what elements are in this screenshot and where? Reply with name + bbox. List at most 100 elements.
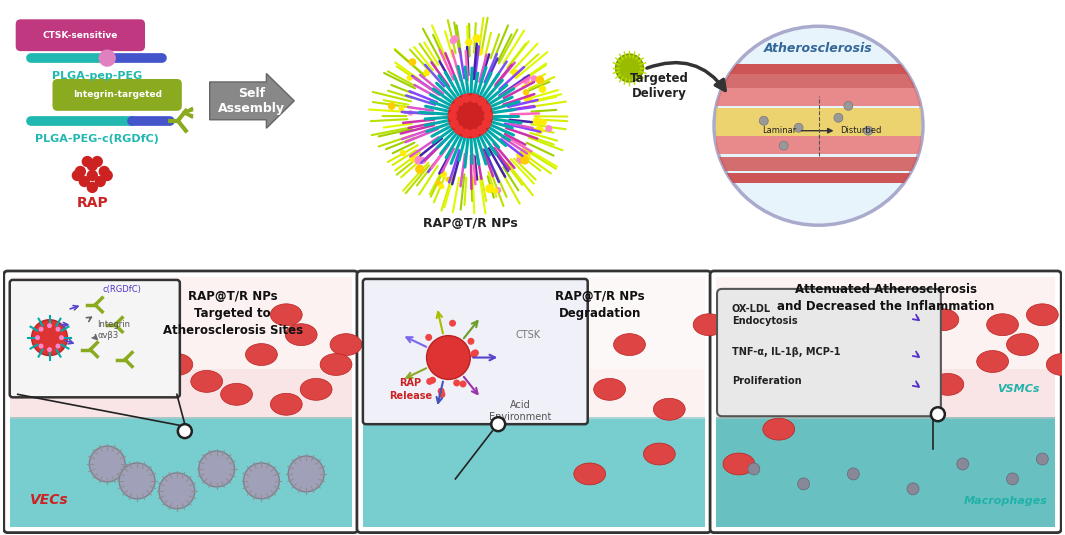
Ellipse shape [613, 334, 645, 356]
FancyBboxPatch shape [10, 280, 180, 398]
Text: Integrin
αvβ3: Integrin αvβ3 [97, 319, 130, 340]
Ellipse shape [1046, 354, 1065, 376]
Circle shape [424, 70, 429, 75]
FancyArrow shape [210, 73, 294, 128]
Circle shape [462, 129, 471, 137]
FancyBboxPatch shape [52, 79, 182, 111]
Circle shape [429, 377, 436, 384]
Circle shape [455, 126, 463, 134]
Circle shape [420, 158, 426, 163]
Bar [10, 277, 351, 370]
Circle shape [523, 77, 529, 83]
Circle shape [450, 104, 458, 112]
FancyArrowPatch shape [913, 315, 919, 320]
Ellipse shape [723, 366, 755, 388]
Bar [10, 417, 351, 526]
Bar [716, 173, 921, 184]
Circle shape [438, 388, 444, 395]
FancyArrowPatch shape [464, 377, 477, 394]
Ellipse shape [271, 304, 302, 326]
Circle shape [89, 446, 125, 482]
Circle shape [35, 335, 40, 340]
Circle shape [199, 451, 234, 487]
Circle shape [32, 320, 67, 356]
FancyBboxPatch shape [710, 271, 1061, 533]
Circle shape [521, 156, 528, 164]
Circle shape [448, 94, 492, 137]
Circle shape [495, 188, 501, 193]
Circle shape [99, 166, 110, 177]
Circle shape [475, 48, 482, 55]
Text: PLGA-pep-PEG: PLGA-pep-PEG [52, 71, 143, 81]
Text: Disturbed: Disturbed [840, 126, 882, 135]
Circle shape [525, 95, 531, 102]
Circle shape [759, 116, 768, 125]
Circle shape [449, 320, 456, 327]
FancyArrowPatch shape [407, 368, 426, 378]
Circle shape [450, 175, 455, 180]
Circle shape [76, 166, 85, 177]
Circle shape [87, 182, 97, 193]
Circle shape [956, 458, 969, 470]
Ellipse shape [285, 324, 317, 346]
FancyArrowPatch shape [437, 312, 443, 333]
FancyArrowPatch shape [913, 381, 919, 387]
Circle shape [415, 165, 424, 173]
Bar [716, 277, 1055, 419]
Ellipse shape [723, 453, 755, 475]
Text: CTSK-sensitive: CTSK-sensitive [43, 30, 118, 40]
Circle shape [794, 123, 803, 132]
Circle shape [524, 90, 528, 95]
Circle shape [546, 126, 552, 132]
Text: RAP@T/R NPs: RAP@T/R NPs [423, 217, 518, 230]
Circle shape [518, 155, 525, 163]
Circle shape [477, 126, 486, 134]
Circle shape [72, 171, 82, 180]
Text: VSMCs: VSMCs [997, 384, 1039, 394]
Circle shape [520, 153, 527, 160]
Circle shape [389, 103, 395, 109]
Circle shape [471, 351, 477, 358]
Ellipse shape [220, 384, 252, 406]
Circle shape [87, 171, 97, 180]
Text: OX-LDL
Endocytosis: OX-LDL Endocytosis [732, 303, 798, 326]
Circle shape [1006, 473, 1018, 485]
Text: PLGA-PEG-c(RGDfC): PLGA-PEG-c(RGDfC) [35, 134, 159, 144]
Circle shape [468, 338, 474, 345]
Bar [363, 277, 705, 370]
Circle shape [38, 343, 44, 349]
FancyArrowPatch shape [913, 351, 919, 357]
Text: Self
Assembly: Self Assembly [218, 87, 285, 115]
Ellipse shape [714, 26, 923, 225]
Text: Attenuated Atherosclerosis
and Decreased the Inflammation: Attenuated Atherosclerosis and Decreased… [777, 283, 995, 313]
Ellipse shape [977, 350, 1009, 372]
Text: RAP
Release: RAP Release [389, 378, 432, 401]
Circle shape [425, 334, 432, 341]
Ellipse shape [927, 309, 958, 331]
Circle shape [399, 106, 404, 110]
Circle shape [439, 391, 445, 398]
Circle shape [439, 184, 443, 189]
Circle shape [534, 118, 541, 125]
Text: Proliferation: Proliferation [732, 377, 802, 386]
Circle shape [441, 172, 446, 177]
Text: RAP: RAP [77, 196, 109, 210]
Circle shape [465, 39, 472, 45]
FancyArrowPatch shape [437, 381, 443, 403]
Ellipse shape [743, 339, 774, 361]
FancyArrowPatch shape [464, 321, 477, 338]
Bar [363, 277, 705, 419]
Ellipse shape [857, 319, 889, 341]
Circle shape [453, 36, 458, 42]
Ellipse shape [763, 418, 794, 440]
Bar [716, 136, 921, 154]
FancyBboxPatch shape [4, 271, 358, 533]
Circle shape [99, 50, 115, 66]
Circle shape [450, 120, 458, 127]
Text: Integrin-targeted: Integrin-targeted [72, 90, 162, 100]
FancyBboxPatch shape [717, 289, 940, 416]
Circle shape [482, 104, 491, 112]
Circle shape [848, 468, 859, 480]
Text: RAP@T/R NPs
Degradation: RAP@T/R NPs Degradation [555, 290, 644, 320]
Circle shape [93, 157, 102, 166]
